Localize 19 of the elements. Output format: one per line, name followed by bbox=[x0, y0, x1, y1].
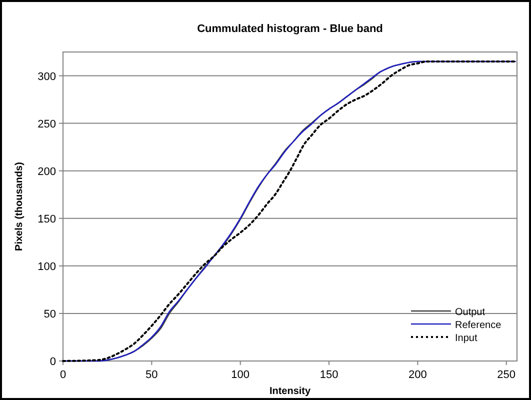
y-tick-label: 200 bbox=[38, 166, 56, 178]
y-tick-label: 250 bbox=[38, 118, 56, 130]
legend-label: Output bbox=[455, 307, 486, 318]
x-tick-label: 250 bbox=[497, 369, 516, 381]
y-axis-title: Pixels (thousands) bbox=[14, 162, 25, 251]
legend-label: Input bbox=[455, 333, 478, 344]
x-axis-title: Intensity bbox=[269, 386, 311, 397]
x-tick-label: 100 bbox=[231, 369, 250, 381]
x-tick-label: 0 bbox=[60, 369, 66, 381]
x-tick-label: 200 bbox=[408, 369, 427, 381]
y-tick-label: 50 bbox=[44, 308, 56, 320]
x-tick-label: 50 bbox=[146, 369, 158, 381]
x-tick-label: 150 bbox=[320, 369, 338, 381]
y-tick-label: 0 bbox=[50, 356, 56, 368]
chart-title: Cummulated histogram - Blue band bbox=[197, 23, 383, 35]
y-tick-label: 150 bbox=[38, 213, 56, 226]
y-tick-label: 100 bbox=[38, 260, 56, 273]
y-tick-label: 300 bbox=[38, 70, 56, 83]
legend-label: Reference bbox=[455, 320, 502, 331]
